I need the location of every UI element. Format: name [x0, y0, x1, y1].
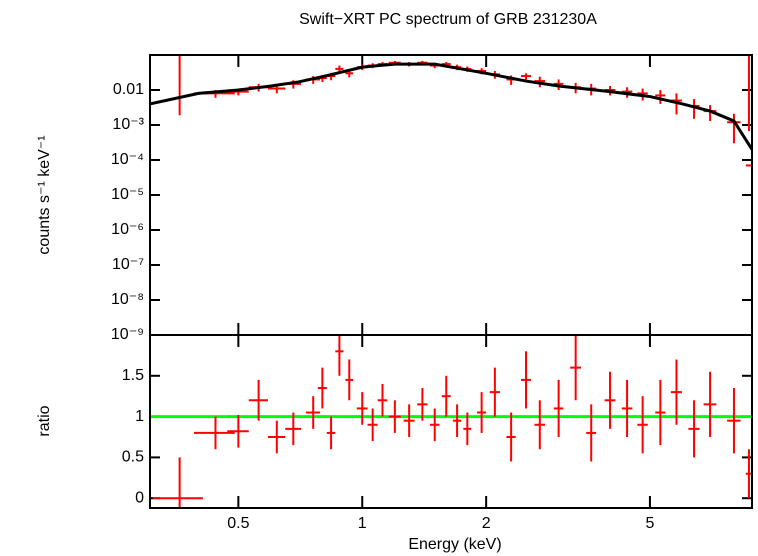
- y-tick-label: 0.01: [113, 81, 144, 98]
- y-tick-label: 0: [135, 489, 144, 506]
- y-tick-label: 10⁻⁹: [111, 326, 144, 343]
- x-tick-label: 5: [645, 515, 654, 532]
- plot-area: [150, 335, 752, 508]
- y-axis-label: counts s⁻¹ keV⁻¹: [36, 135, 53, 254]
- y-tick-label: 10⁻⁸: [111, 291, 144, 308]
- x-axis-label: Energy (keV): [408, 536, 501, 553]
- y-tick-label: 10⁻⁷: [112, 256, 144, 273]
- chart-title: Swift−XRT PC spectrum of GRB 231230A: [299, 11, 597, 28]
- x-tick-label: 0.5: [227, 515, 249, 532]
- y-tick-label: 10⁻⁶: [111, 221, 144, 238]
- y-tick-label: 10⁻⁴: [111, 151, 144, 168]
- y-axis-label: ratio: [36, 405, 53, 436]
- y-tick-label: 1.5: [122, 367, 144, 384]
- y-tick-label: 1: [135, 408, 144, 425]
- y-tick-label: 10⁻⁵: [111, 186, 144, 203]
- y-tick-label: 10⁻³: [112, 116, 144, 133]
- model-line: [150, 62, 752, 151]
- x-tick-label: 2: [482, 515, 491, 532]
- x-tick-label: 1: [358, 515, 367, 532]
- y-tick-label: 0.5: [122, 449, 144, 466]
- plot-frame: [149, 54, 753, 336]
- plot-frame: [149, 334, 753, 509]
- plot-area: [150, 55, 752, 167]
